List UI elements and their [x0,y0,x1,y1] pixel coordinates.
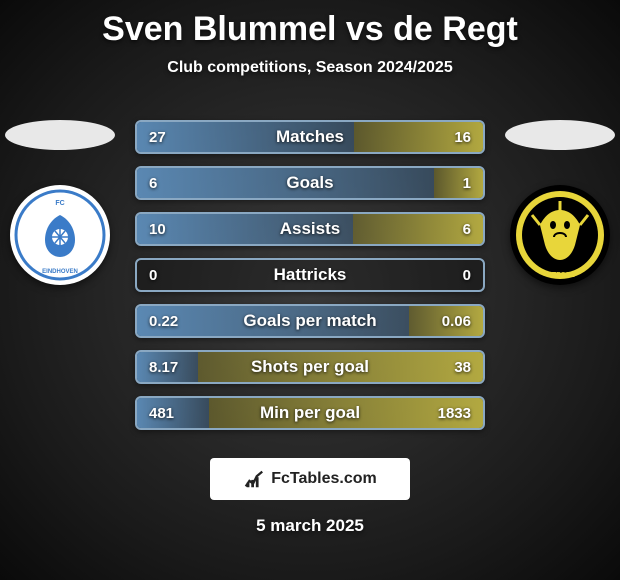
stat-label: Hattricks [137,260,483,290]
footer-date: 5 march 2025 [0,516,620,536]
footer-logo-text: FcTables.com [271,470,377,488]
bar-fill-player1 [137,168,434,198]
stat-value-player2: 6 [463,214,471,244]
stat-value-player1: 0.22 [149,306,178,336]
stat-row: 61Goals [135,166,485,200]
page-title: Sven Blummel vs de Regt [0,0,620,49]
stat-value-player1: 0 [149,260,157,290]
stat-row: 2716Matches [135,120,485,154]
stat-row: 106Assists [135,212,485,246]
svg-text:EINDHOVEN: EINDHOVEN [42,269,78,275]
fc-eindhoven-badge-icon: FC EINDHOVEN [10,185,110,285]
fctables-logo: FcTables.com [210,458,410,500]
stats-bars: 2716Matches61Goals106Assists00Hattricks0… [135,120,485,442]
stat-value-player2: 0 [463,260,471,290]
svg-text:VITESSE: VITESSE [545,272,575,279]
stat-value-player2: 38 [454,352,471,382]
bar-fill-player2 [434,168,483,198]
stat-value-player2: 1833 [438,398,471,428]
subtitle: Club competitions, Season 2024/2025 [0,59,620,77]
stat-row: 4811833Min per goal [135,396,485,430]
bar-fill-player1 [137,214,353,244]
stat-value-player1: 8.17 [149,352,178,382]
comparison-infographic: Sven Blummel vs de Regt Club competition… [0,0,620,580]
bar-fill-player2 [198,352,483,382]
player1-club-badge: FC EINDHOVEN [10,185,110,285]
stat-value-player1: 10 [149,214,166,244]
player2-column: VITESSE [500,120,620,285]
player2-avatar-placeholder [505,120,615,150]
player2-club-badge: VITESSE [510,185,610,285]
stat-value-player2: 0.06 [442,306,471,336]
player1-avatar-placeholder [5,120,115,150]
player1-column: FC EINDHOVEN [0,120,120,285]
stat-value-player1: 481 [149,398,174,428]
stat-row: 0 0Hattricks [135,258,485,292]
stat-value-player2: 16 [454,122,471,152]
stat-row: 0.220.06Goals per match [135,304,485,338]
stat-value-player1: 6 [149,168,157,198]
stat-value-player1: 27 [149,122,166,152]
bar-fill-player1 [137,122,354,152]
svg-text:FC: FC [55,200,64,207]
stat-value-player2: 1 [463,168,471,198]
vitesse-badge-icon: VITESSE [510,185,610,285]
chart-icon [243,468,265,490]
stat-row: 8.1738Shots per goal [135,350,485,384]
